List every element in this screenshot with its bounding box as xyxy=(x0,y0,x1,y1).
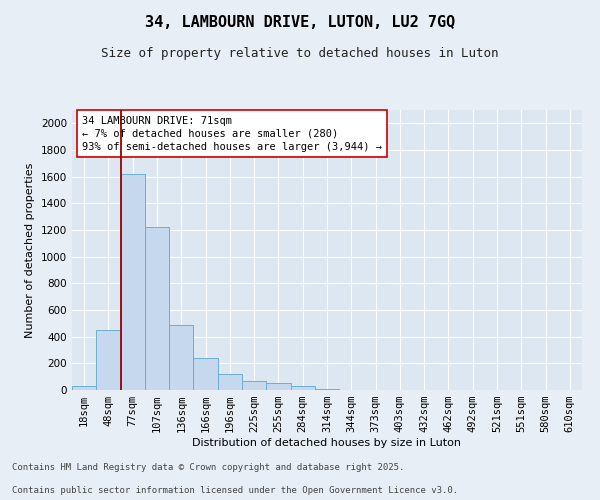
X-axis label: Distribution of detached houses by size in Luton: Distribution of detached houses by size … xyxy=(193,438,461,448)
Bar xyxy=(218,374,242,390)
Bar xyxy=(290,386,315,390)
Bar xyxy=(242,382,266,390)
Text: Contains public sector information licensed under the Open Government Licence v3: Contains public sector information licen… xyxy=(12,486,458,495)
Y-axis label: Number of detached properties: Number of detached properties xyxy=(25,162,35,338)
Bar xyxy=(145,228,169,390)
Bar xyxy=(96,330,121,390)
Text: Size of property relative to detached houses in Luton: Size of property relative to detached ho… xyxy=(101,48,499,60)
Text: Contains HM Land Registry data © Crown copyright and database right 2025.: Contains HM Land Registry data © Crown c… xyxy=(12,464,404,472)
Text: 34, LAMBOURN DRIVE, LUTON, LU2 7GQ: 34, LAMBOURN DRIVE, LUTON, LU2 7GQ xyxy=(145,15,455,30)
Bar xyxy=(169,324,193,390)
Bar xyxy=(72,386,96,390)
Bar xyxy=(121,174,145,390)
Bar xyxy=(266,382,290,390)
Bar xyxy=(315,389,339,390)
Text: 34 LAMBOURN DRIVE: 71sqm
← 7% of detached houses are smaller (280)
93% of semi-d: 34 LAMBOURN DRIVE: 71sqm ← 7% of detache… xyxy=(82,116,382,152)
Bar xyxy=(193,358,218,390)
